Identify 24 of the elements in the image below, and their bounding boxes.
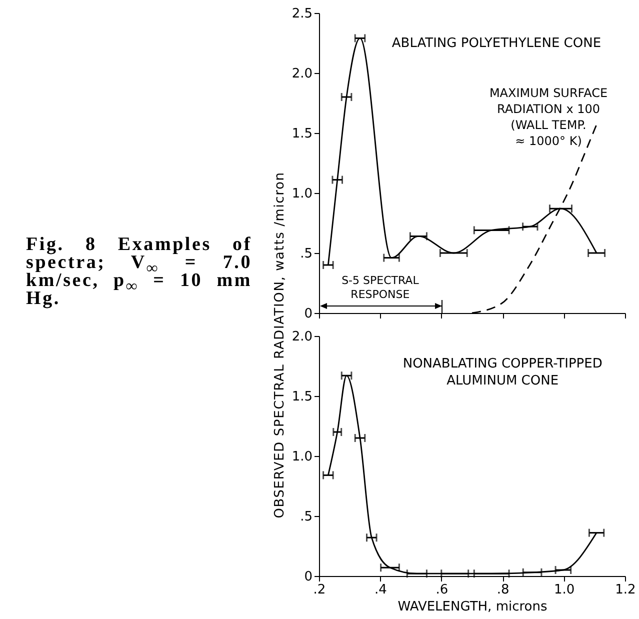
x-tick-label: .4 [374,582,387,598]
y-tick-label: .5 [300,510,312,524]
axis-title: OBSERVED SPECTRAL RADIATION, watts /micron [272,172,288,518]
x-tick-label: .2 [313,582,326,598]
y-tick-label: 2.5 [292,6,312,22]
x-tick-label: 1.2 [615,582,636,598]
y-tick-label: 0 [304,306,312,322]
text: NONABLATING COPPER-TIPPED ALUMINUM CONE [402,356,602,389]
x-axis-title: WAVELENGTH, microns [398,600,548,614]
annotation: S-5 SPECTRAL RESPONSE [342,274,420,301]
x-tick-label: 1.0 [554,582,575,598]
y-tick-label: 1.5 [292,390,312,404]
y-tick-label: 1.0 [292,186,312,202]
x-tick-label: .6 [436,582,448,598]
y-tick-label: 1.5 [292,126,312,142]
x-tick-label: .8 [496,582,510,598]
y-tick-label: 2.0 [292,66,312,82]
y-tick-label: 2.0 [292,330,312,344]
text: ABLATING POLYETHYLENE CONE [392,36,602,51]
text: Fig. 8 Examples of spectra; V$_{∞}$ = 7.0 km/sec, p$_{∞}$ = 10 mm Hg. [26,234,252,309]
y-tick-label: 0 [304,570,312,584]
y-tick-label: 1.0 [292,450,312,464]
y-tick-label: .5 [300,246,312,262]
series-label: MAXIMUM SURFACE RADIATION x 100 (WALL TEMP. ≈ 1000° K) [489,86,608,148]
